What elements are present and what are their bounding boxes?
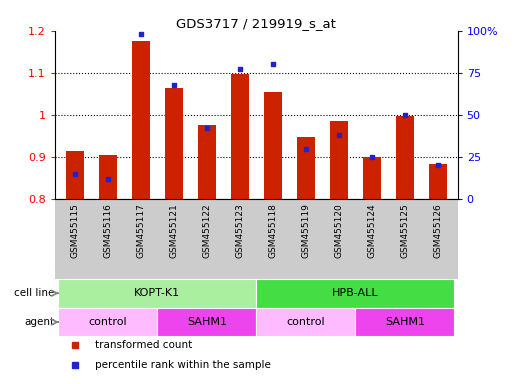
Title: GDS3717 / 219919_s_at: GDS3717 / 219919_s_at [176,17,336,30]
Bar [355,308,454,336]
Point [368,154,376,160]
Text: GSM455122: GSM455122 [202,203,211,258]
Bar [99,155,117,199]
Text: cell line: cell line [14,288,54,298]
Point [434,162,442,169]
Bar [396,116,414,199]
Point [202,125,211,131]
Point [335,132,343,138]
Bar [157,308,256,336]
Text: transformed count: transformed count [95,340,192,350]
Bar [297,137,315,199]
Bar [58,279,256,308]
Text: control: control [287,317,325,327]
Text: SAHM1: SAHM1 [187,317,227,327]
Text: GSM455120: GSM455120 [334,203,343,258]
Text: SAHM1: SAHM1 [385,317,425,327]
Bar [256,279,454,308]
Point [71,171,79,177]
Bar [66,151,84,199]
Point [269,61,277,68]
Text: GSM455115: GSM455115 [70,203,79,258]
Text: GSM455116: GSM455116 [103,203,112,258]
Point [235,66,244,73]
Text: GSM455123: GSM455123 [235,203,244,258]
Bar [256,308,355,336]
Bar [165,88,183,199]
Text: GSM455126: GSM455126 [434,203,442,258]
Text: percentile rank within the sample: percentile rank within the sample [95,360,271,370]
Bar [231,74,249,199]
Text: GSM455119: GSM455119 [301,203,310,258]
Text: GSM455118: GSM455118 [268,203,277,258]
Text: GSM455124: GSM455124 [367,203,377,258]
Bar [198,126,216,199]
Point [302,146,310,152]
Bar [363,157,381,199]
Point [169,81,178,88]
Bar [429,164,447,199]
Point [401,112,409,118]
Point [104,176,112,182]
Point [137,31,145,37]
Text: HPB-ALL: HPB-ALL [332,288,379,298]
Text: GSM455121: GSM455121 [169,203,178,258]
Bar [132,41,150,199]
Text: KOPT-K1: KOPT-K1 [134,288,180,298]
Bar [58,308,157,336]
Text: agent: agent [24,317,54,327]
Text: GSM455125: GSM455125 [400,203,410,258]
Text: GSM455117: GSM455117 [136,203,145,258]
Bar [264,92,282,199]
Text: control: control [88,317,127,327]
Bar [329,121,348,199]
